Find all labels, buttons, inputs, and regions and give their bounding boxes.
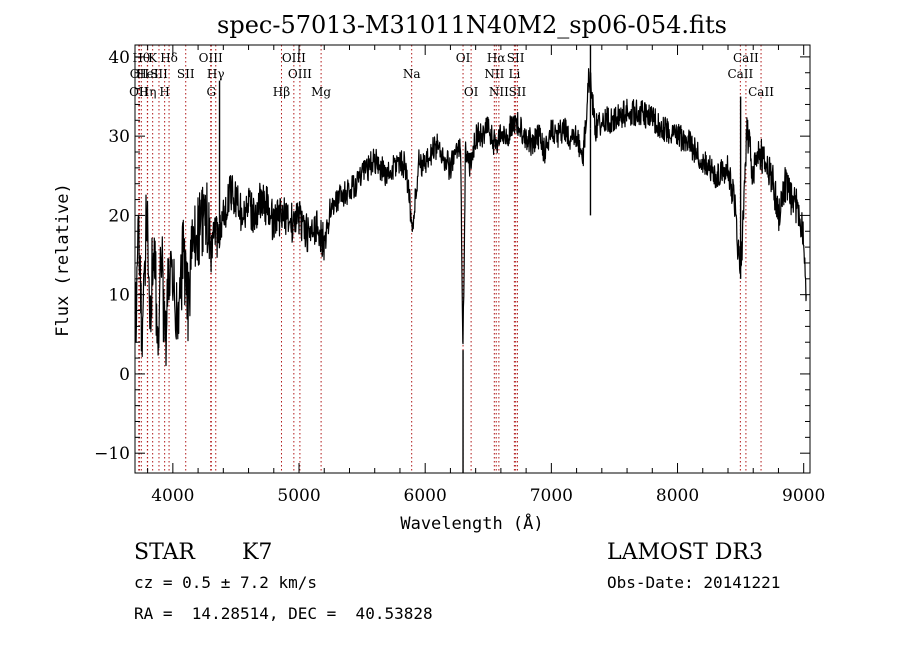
line-marker-label: H (159, 85, 169, 99)
plot-frame (134, 44, 811, 474)
coordinates: RA = 14.28514, DEC = 40.53828 (134, 604, 433, 623)
y-tick-label: 40 (108, 48, 130, 68)
line-marker-label: Na (403, 67, 421, 81)
chart-title: spec-57013-M31011N40M2_sp06-054.fits (217, 11, 727, 39)
line-marker-label: OI (464, 85, 479, 99)
line-marker-label: NII (484, 67, 504, 81)
x-axis-label: Wavelength (Å) (400, 512, 543, 534)
line-marker-label: CaII (727, 67, 753, 81)
survey-name: LAMOST DR3 (607, 540, 763, 565)
line-marker-label: CaII (748, 85, 774, 99)
line-marker-label: NII (489, 85, 509, 99)
y-tick-label: 0 (119, 365, 130, 385)
x-tick-label: 8000 (656, 486, 699, 506)
y-tick-label: 20 (108, 206, 130, 226)
redshift-text: cz = 0.5 ± 7.2 km/s (134, 573, 318, 592)
line-marker-label: CaII (733, 51, 759, 65)
line-marker-label: Hβ (273, 85, 290, 99)
line-marker-label: Hγ (207, 67, 225, 81)
line-marker-label: G (207, 85, 217, 99)
y-tick-label: 30 (108, 127, 130, 147)
x-tick-label: 6000 (404, 486, 447, 506)
line-marker-label: OIII (288, 67, 312, 81)
line-marker-label: OII (130, 67, 150, 81)
y-tick-label: −10 (94, 444, 130, 464)
line-marker-label: K (148, 51, 158, 65)
line-marker-label: OII (129, 85, 149, 99)
spectral-features (218, 45, 742, 473)
line-marker-label: SII (507, 51, 525, 65)
y-tick-label: 10 (108, 286, 130, 306)
x-axis-ticks: 4000 5000 6000 7000 8000 9000 (147, 45, 825, 506)
line-marker-label: SII (177, 67, 195, 81)
x-tick-label: 9000 (782, 486, 825, 506)
line-marker-label: SII (150, 67, 168, 81)
line-marker-label: Mg (311, 85, 331, 99)
x-tick-label: 5000 (277, 486, 320, 506)
line-marker-label: SII (509, 85, 527, 99)
line-marker-label: Hθ (132, 51, 150, 65)
obs-date: Obs-Date: 20141221 (607, 573, 781, 592)
line-marker-label: Hδ (160, 51, 178, 65)
line-marker-label: Hη (139, 85, 157, 99)
object-subclass: K7 (242, 540, 273, 565)
x-tick-label: 7000 (530, 486, 573, 506)
spectrum-line (134, 68, 807, 367)
line-marker-label: Li (508, 67, 520, 81)
line-marker-label: HeI (136, 67, 159, 81)
y-axis-ticks: −10 0 10 20 30 40 (94, 48, 810, 464)
line-marker-label: OI (456, 51, 471, 65)
line-marker-label: OIII (282, 51, 306, 65)
line-marker-label: Hα (487, 51, 506, 65)
y-axis-label: Flux (relative) (53, 183, 73, 337)
x-tick-label: 4000 (151, 486, 194, 506)
line-markers (138, 45, 762, 473)
line-marker-label: OIII (199, 51, 223, 65)
object-class: STAR (134, 540, 195, 565)
